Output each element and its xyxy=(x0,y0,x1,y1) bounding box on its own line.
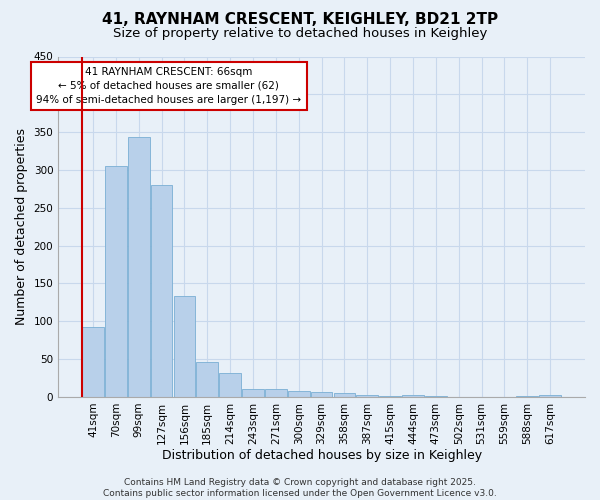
Text: 41, RAYNHAM CRESCENT, KEIGHLEY, BD21 2TP: 41, RAYNHAM CRESCENT, KEIGHLEY, BD21 2TP xyxy=(102,12,498,28)
Bar xyxy=(196,362,218,397)
Bar xyxy=(402,396,424,397)
Text: Contains HM Land Registry data © Crown copyright and database right 2025.
Contai: Contains HM Land Registry data © Crown c… xyxy=(103,478,497,498)
Bar xyxy=(82,326,104,397)
Text: Size of property relative to detached houses in Keighley: Size of property relative to detached ho… xyxy=(113,28,487,40)
Bar xyxy=(356,394,378,397)
Bar xyxy=(151,185,172,397)
Text: 41 RAYNHAM CRESCENT: 66sqm
← 5% of detached houses are smaller (62)
94% of semi-: 41 RAYNHAM CRESCENT: 66sqm ← 5% of detac… xyxy=(36,66,301,104)
Bar xyxy=(311,392,332,397)
Bar xyxy=(128,138,149,397)
Bar xyxy=(425,396,447,397)
Bar xyxy=(219,372,241,397)
Bar xyxy=(334,393,355,397)
Bar xyxy=(517,396,538,397)
Bar xyxy=(173,296,195,397)
Bar xyxy=(242,390,264,397)
Bar xyxy=(265,388,287,397)
Y-axis label: Number of detached properties: Number of detached properties xyxy=(15,128,28,325)
X-axis label: Distribution of detached houses by size in Keighley: Distribution of detached houses by size … xyxy=(161,450,482,462)
Bar xyxy=(105,166,127,397)
Bar xyxy=(379,396,401,397)
Bar xyxy=(288,391,310,397)
Bar xyxy=(539,396,561,397)
